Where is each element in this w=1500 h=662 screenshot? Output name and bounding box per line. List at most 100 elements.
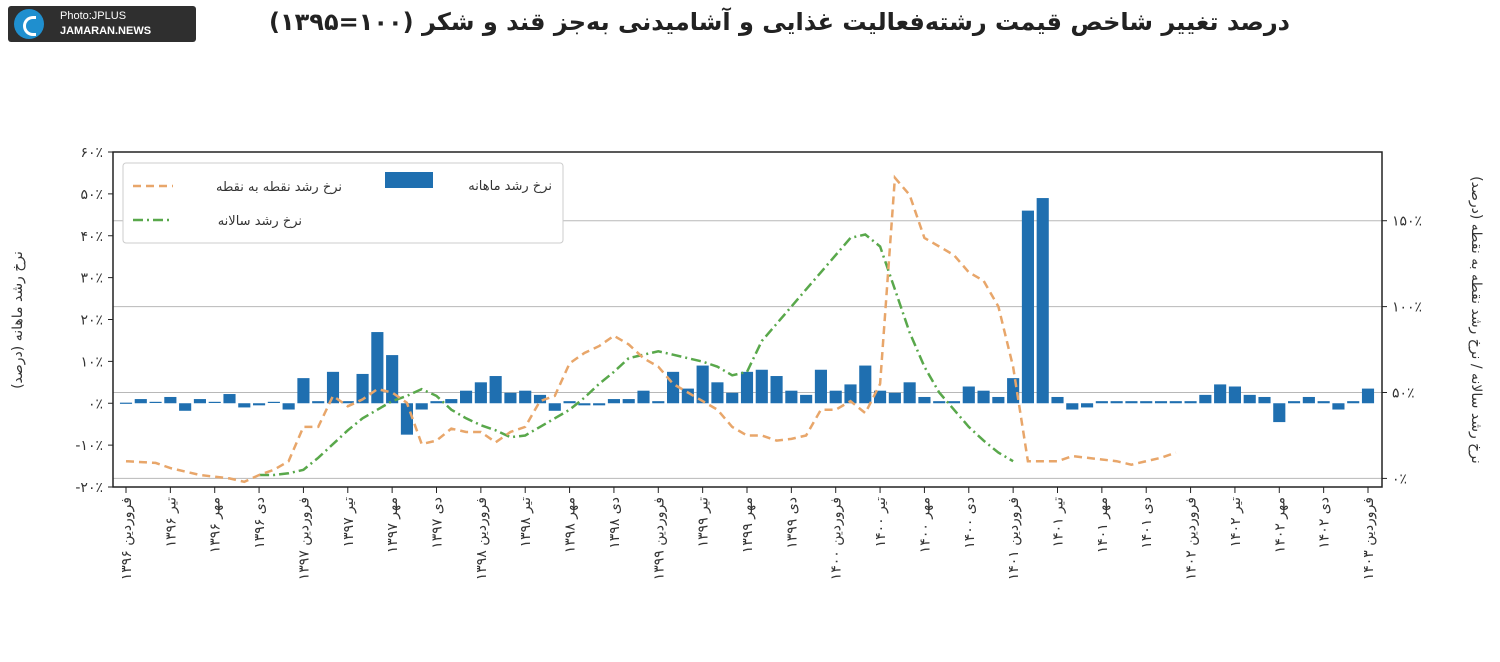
x-tick-label: دی ۱۴۰۱ [1139, 497, 1155, 549]
bar-mom [711, 382, 724, 404]
x-tick-label: مهر ۱۴۰۰ [917, 497, 933, 553]
bar-mom [519, 390, 532, 404]
bar-mom [1184, 401, 1197, 404]
x-tick-label: تیر ۱۴۰۲ [1228, 497, 1244, 547]
bar-mom [400, 403, 413, 435]
bar-mom [253, 403, 266, 406]
right-axis-ticks: ۰٪ ۵۰٪ ۱۰۰٪ ۱۵۰٪ [1382, 214, 1422, 487]
bar-mom [622, 399, 635, 404]
x-tick-label: دی ۱۳۹۷ [430, 497, 446, 549]
legend-mom-label: نرخ رشد ماهانه [468, 179, 552, 194]
left-tick-label: ۵۰٪ [80, 187, 103, 203]
x-tick-label: فروردین ۱۴۰۲ [1184, 497, 1200, 580]
bar-mom [1214, 384, 1227, 404]
right-tick-label: ۱۰۰٪ [1392, 300, 1422, 316]
bar-mom [297, 378, 310, 404]
bar-mom [1258, 396, 1271, 404]
bar-mom [1154, 401, 1168, 404]
bar-mom [415, 403, 428, 410]
bar-mom [193, 399, 206, 404]
left-tick-label: ۱۰٪ [80, 354, 103, 370]
bar-mom [992, 396, 1005, 404]
bar-mom [1288, 401, 1301, 404]
x-tick-label: مهر ۱۳۹۸ [563, 497, 579, 553]
bar-mom [1110, 401, 1123, 404]
x-tick-label: تیر ۱۴۰۰ [873, 497, 889, 547]
left-tick-label: ۲۰٪ [80, 313, 103, 329]
bar-mom [149, 401, 162, 404]
watermark-line1: Photo:JPLUS [60, 10, 127, 22]
legend-mom-swatch [385, 172, 433, 188]
line-yoy [125, 174, 1177, 484]
x-tick-label: تیر ۱۳۹۸ [518, 497, 534, 547]
x-tick-label: مهر ۱۳۹۶ [208, 497, 224, 553]
left-tick-label: ۶۰٪ [80, 145, 103, 161]
bar-mom [489, 376, 502, 404]
bar-mom [474, 382, 487, 404]
bar-mom [267, 401, 280, 404]
bar-mom [356, 373, 369, 404]
bar-mom [238, 403, 251, 408]
right-tick-label: ۱۵۰٪ [1392, 214, 1422, 230]
legend-box [122, 162, 564, 244]
right-axis-label: نرخ رشد سالانه / نرخ رشد نقطه به نقطه (د… [1468, 176, 1484, 464]
bar-mom [607, 399, 620, 404]
grid-lines [113, 220, 1382, 479]
bar-mom [460, 390, 473, 404]
bar-mom [859, 365, 872, 404]
bar-mom [1081, 403, 1094, 408]
x-tick-label: تیر ۱۳۹۹ [696, 497, 712, 547]
legend-annual-label: نرخ رشد سالانه [218, 214, 302, 229]
bar-mom [696, 365, 709, 404]
bar-mom [179, 403, 192, 411]
bar-mom [1243, 394, 1256, 404]
bar-mom [814, 369, 827, 404]
bar-mom [1332, 403, 1345, 410]
bar-mom [726, 392, 739, 404]
bar-mom [119, 402, 133, 404]
bar-mom [341, 401, 354, 404]
bar-mom [578, 403, 591, 406]
bar-mom [681, 388, 694, 404]
bar-mom [386, 355, 399, 404]
x-tick-label: مهر ۱۴۰۲ [1272, 497, 1288, 553]
bar-mom [755, 369, 768, 404]
chart-title: درصد تغییر شاخص قیمت رشته‌فعالیت غذایی و… [269, 8, 1290, 36]
bar-mom [1361, 388, 1375, 404]
bar-mom [430, 401, 443, 404]
bar-mom [371, 332, 384, 404]
x-tick-label: دی ۱۳۹۶ [252, 497, 268, 549]
bar-mom [533, 394, 547, 404]
bar-mom [563, 401, 576, 404]
bar-mom [740, 371, 754, 404]
bar-mom [1066, 403, 1079, 410]
bar-mom [1199, 394, 1212, 404]
x-tick-label: دی ۱۳۹۹ [784, 497, 800, 549]
left-tick-label: ۰٪ [88, 396, 103, 412]
bar-mom [1302, 396, 1315, 404]
x-tick-label: فروردین ۱۴۰۳ [1361, 497, 1377, 580]
x-tick-label: تیر ۱۳۹۶ [163, 497, 179, 547]
watermark-line2: JAMARAN.NEWS [60, 25, 152, 37]
x-tick-label: فروردین ۱۳۹۹ [651, 497, 667, 580]
bar-mom [445, 399, 458, 404]
bar-mom [800, 394, 813, 404]
bar-mom [962, 386, 975, 404]
x-tick-label: مهر ۱۴۰۱ [1095, 497, 1111, 553]
x-tick-label: مهر ۱۳۹۹ [740, 497, 756, 553]
right-tick-label: ۵۰٪ [1392, 386, 1415, 402]
bar-mom [593, 403, 606, 406]
x-tick-label: فروردین ۱۴۰۱ [1006, 497, 1022, 580]
bar-mom [1273, 403, 1286, 423]
bar-mom [874, 390, 887, 404]
bar-mom [829, 390, 842, 404]
watermark-logo-icon [14, 9, 44, 39]
right-tick-label: ۰٪ [1392, 471, 1407, 487]
x-tick-label: فروردین ۱۴۰۰ [829, 497, 845, 580]
bar-mom [1140, 401, 1153, 404]
x-tick-label: دی ۱۳۹۸ [607, 497, 623, 549]
x-tick-label: مهر ۱۳۹۷ [385, 497, 401, 553]
x-tick-label: فروردین ۱۳۹۶ [119, 497, 135, 580]
bar-mom [134, 399, 147, 404]
bar-mom [1169, 401, 1182, 404]
